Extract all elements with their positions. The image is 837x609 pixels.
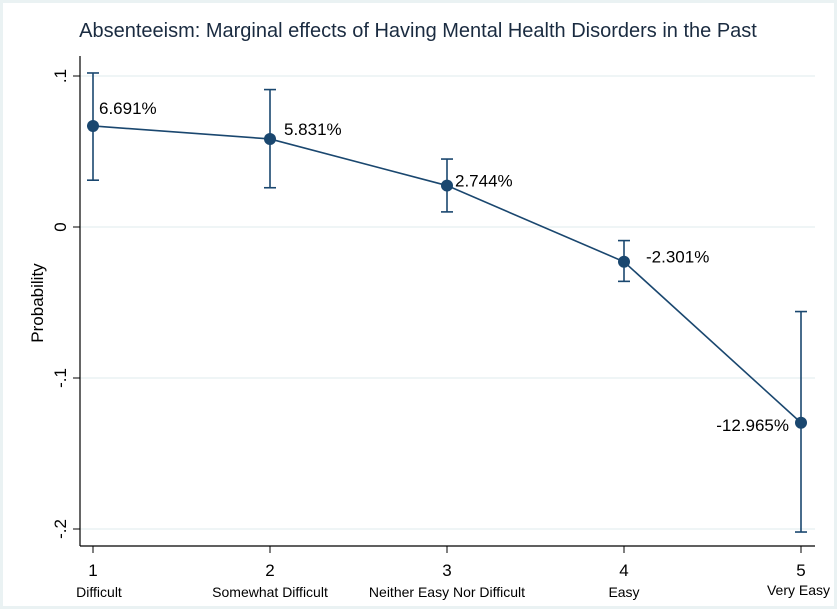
x-tick-label: 1 <box>88 561 97 580</box>
x-tick-label: 2 <box>265 561 274 580</box>
chart-frame <box>3 3 834 606</box>
x-category-label: Difficult <box>76 584 122 600</box>
x-tick-label: 3 <box>442 561 451 580</box>
data-point <box>264 132 276 145</box>
series: 6.691% 5.831% 2.744% -2.301% -12.965% <box>87 72 807 533</box>
x-tick-label: 4 <box>619 561 628 580</box>
x-category-label: Neither Easy Nor Difficult <box>369 584 525 600</box>
x-tick-label: 5 <box>796 561 805 580</box>
x-category-label: Somewhat Difficult <box>212 584 328 600</box>
data-label: -2.301% <box>646 248 709 267</box>
data-point <box>795 416 807 429</box>
y-tick-label: -.2 <box>51 519 70 539</box>
y-tick-label: .1 <box>51 69 70 83</box>
y-axis-title: Probability <box>28 263 47 343</box>
data-point <box>87 119 99 132</box>
data-label: 2.744% <box>455 172 513 191</box>
axes: .1 0 -.1 -.2 1 Difficult 2 Somewhat Difficult 3 N… <box>51 56 830 600</box>
x-category-label: Easy <box>608 584 639 600</box>
chart-title: Absenteeism: Marginal effects of Having … <box>79 20 757 42</box>
gridlines <box>80 75 815 530</box>
data-label: -12.965% <box>716 416 789 435</box>
data-label: 6.691% <box>99 99 157 118</box>
data-point <box>441 179 453 192</box>
x-category-label: Very Easy <box>767 582 830 598</box>
y-tick-label: -.1 <box>51 368 70 388</box>
data-label: 5.831% <box>284 120 342 139</box>
data-point <box>618 255 630 268</box>
y-tick-label: 0 <box>51 222 70 231</box>
